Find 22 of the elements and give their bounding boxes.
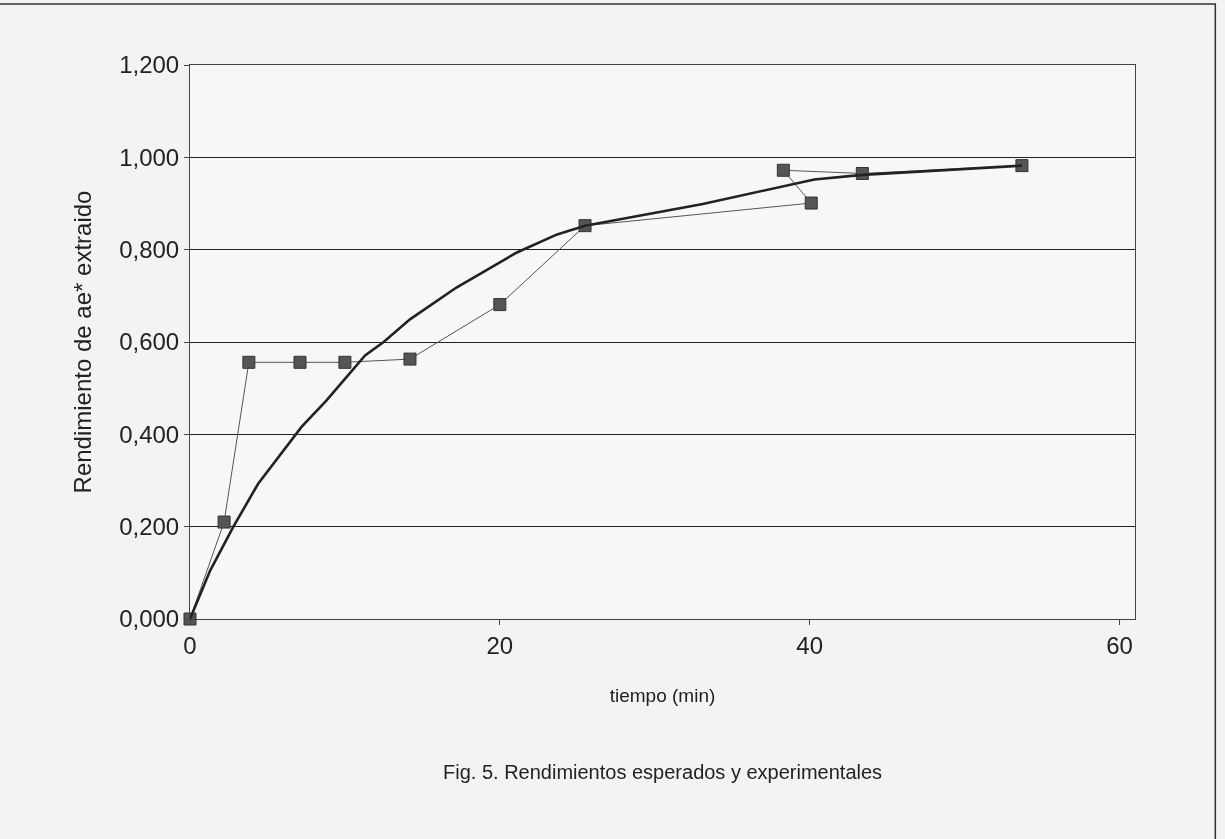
x-tick-label: 0 xyxy=(183,631,197,659)
y-tick-label: 1,000 xyxy=(119,143,180,171)
y-tick-label: 0,600 xyxy=(119,328,180,356)
point xyxy=(217,515,231,529)
point xyxy=(338,355,352,369)
y-axis-title: Rendimiento de ae* extraido xyxy=(69,190,97,494)
y-tick-label: 0,000 xyxy=(119,605,180,633)
y-tick-label: 1,200 xyxy=(119,51,180,79)
point xyxy=(403,352,417,366)
x-tick-label: 60 xyxy=(1106,631,1133,659)
x-tick-label: 20 xyxy=(486,631,514,659)
point xyxy=(242,355,256,369)
point xyxy=(293,355,307,369)
caption: Fig. 5. Rendimientos esperados y experimentales xyxy=(443,761,883,783)
x-tick-label: 40 xyxy=(796,631,824,659)
y-tick-label: 0,800 xyxy=(119,236,180,264)
point xyxy=(804,196,818,210)
y-tick-label: 0,200 xyxy=(119,513,180,541)
x-axis-title: tiempo (min) xyxy=(609,684,716,706)
point xyxy=(493,298,507,312)
point xyxy=(776,163,790,177)
y-tick-label: 0,400 xyxy=(119,420,180,448)
